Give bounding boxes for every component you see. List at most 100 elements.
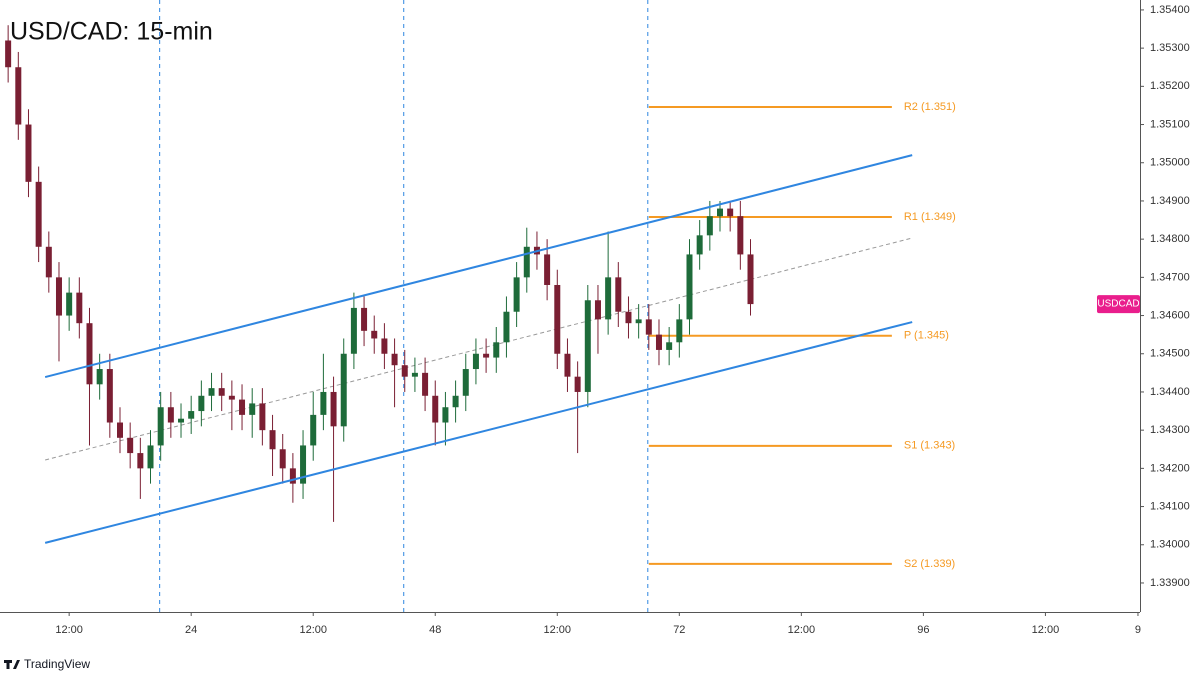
y-tick-label: 1.34300 [1150, 424, 1190, 436]
candle-body [269, 430, 276, 450]
candle-body [686, 254, 693, 320]
y-tick-label: 1.34700 [1150, 271, 1190, 283]
price-badge [1097, 295, 1140, 314]
chart-title: USD/CAD: 15-min [10, 18, 213, 46]
candle-body [503, 311, 510, 343]
candle-body [147, 445, 154, 469]
candle-body [513, 277, 520, 312]
plot-layer: R2 (1.351) R1 (1.349) P (1.345) S1 (1.343) S… [5, 0, 956, 612]
candle-body [167, 407, 174, 423]
y-tick-label: 1.34200 [1150, 462, 1190, 474]
candle-body [249, 403, 256, 415]
candle-body [178, 418, 185, 423]
candle-body [737, 216, 744, 255]
y-tick-label: 1.34800 [1150, 233, 1190, 245]
y-tick-label: 1.34000 [1150, 539, 1190, 551]
candle-body [635, 319, 642, 324]
candle-body [15, 67, 22, 125]
pivot-label: R2 (1.351) [904, 101, 956, 113]
candle-body [564, 353, 571, 377]
candle-body [381, 338, 388, 354]
candle-body [76, 292, 83, 324]
candle-body [391, 353, 398, 366]
candle-body [127, 437, 134, 454]
channel-midline [45, 237, 913, 461]
candle-body [696, 235, 703, 255]
candle-body [523, 246, 530, 278]
symbol-label: USDCAD [1097, 299, 1139, 310]
y-tick-label: 1.35000 [1150, 157, 1190, 169]
candle-body [137, 453, 144, 469]
candle-body [605, 277, 612, 320]
x-tick-label: 12:00 [788, 624, 816, 636]
candle-body [330, 391, 337, 427]
candle-body [350, 307, 357, 354]
candle-body [554, 284, 561, 354]
candle-body [462, 369, 469, 396]
candle-body [361, 307, 368, 331]
candle-body [544, 254, 551, 285]
candle-body [747, 254, 754, 305]
channel-line [44, 154, 913, 379]
y-tick-label: 1.35100 [1150, 118, 1190, 130]
candle-body [625, 311, 632, 324]
candle-body [401, 365, 408, 377]
candle-body [259, 403, 266, 431]
candle-body [340, 353, 347, 427]
candle-body [432, 395, 439, 423]
candle-body [55, 277, 62, 316]
candle-body [676, 319, 683, 343]
pivot-label: S2 (1.339) [904, 558, 955, 570]
y-tick-label: 1.34600 [1150, 309, 1190, 321]
candle-body [666, 342, 673, 350]
x-tick-label: 9 [1135, 624, 1141, 636]
candle-body [594, 300, 601, 320]
candle-body [117, 422, 123, 438]
candle-body [574, 376, 581, 392]
candle-body [727, 208, 734, 217]
candle-body [86, 323, 93, 385]
candle-body [218, 388, 225, 396]
candle-body [717, 208, 723, 217]
x-tick-label: 96 [917, 624, 929, 636]
x-tick-label: 12:00 [544, 624, 572, 636]
pivot-label: S1 (1.343) [904, 440, 955, 452]
x-tick-label: 12:00 [299, 624, 327, 636]
candle-body [483, 353, 490, 358]
y-tick-label: 1.34500 [1150, 348, 1190, 360]
x-tick-label: 24 [185, 624, 197, 636]
candle-body [706, 216, 713, 236]
candle-body [239, 399, 246, 415]
pivot-label: P (1.345) [904, 330, 949, 342]
candle-body [208, 388, 215, 396]
candle-body [493, 342, 500, 358]
candle-body [198, 395, 205, 412]
candle-body [300, 445, 307, 484]
channel-line [44, 321, 913, 544]
candle-body [584, 300, 591, 392]
y-tick-label: 1.34100 [1150, 500, 1190, 512]
candle-body [25, 124, 32, 182]
candle-body [452, 395, 459, 408]
y-tick-label: 1.34900 [1150, 195, 1190, 207]
y-tick-label: 1.35400 [1150, 4, 1190, 16]
pivot-label: R1 (1.349) [904, 211, 956, 223]
candle-body [320, 391, 327, 415]
candle-body [472, 353, 479, 370]
y-tick-label: 1.35300 [1150, 42, 1190, 54]
x-tick-label: 12:00 [55, 624, 83, 636]
candle-body [289, 468, 296, 484]
candle-body [371, 330, 378, 339]
candle-body [615, 277, 622, 312]
candle-body [279, 449, 286, 469]
candle-body [188, 411, 195, 419]
candle-body [442, 407, 449, 423]
candle-body [96, 369, 103, 385]
candle-body [35, 181, 42, 247]
x-tick-label: 72 [673, 624, 685, 636]
candle-body [106, 369, 113, 423]
candle-body [45, 246, 52, 278]
candle-body [310, 414, 317, 446]
